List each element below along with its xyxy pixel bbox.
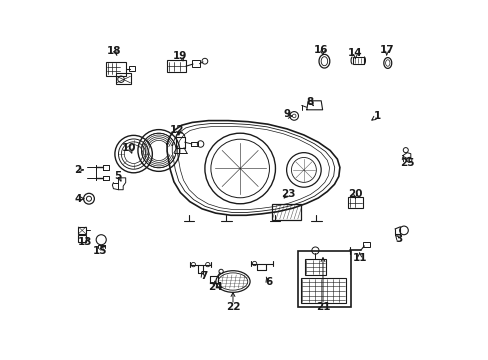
Bar	[129, 66, 134, 71]
Text: 18: 18	[107, 46, 121, 56]
Bar	[167, 60, 185, 72]
Text: 2: 2	[74, 165, 81, 175]
Bar	[271, 204, 301, 220]
Text: 3: 3	[395, 234, 402, 244]
Text: 8: 8	[306, 96, 313, 107]
Text: 4: 4	[74, 194, 81, 204]
Text: 13: 13	[78, 237, 92, 247]
Text: 22: 22	[225, 302, 240, 312]
Text: 19: 19	[173, 51, 187, 61]
Bar	[347, 197, 362, 208]
Text: 24: 24	[207, 282, 222, 292]
Text: 14: 14	[347, 48, 362, 58]
Text: 20: 20	[347, 189, 362, 199]
Text: 10: 10	[121, 143, 136, 153]
Bar	[116, 73, 131, 84]
Bar	[191, 60, 199, 67]
Text: 5: 5	[114, 171, 121, 181]
Bar	[209, 276, 218, 283]
Bar	[352, 57, 363, 64]
Text: 21: 21	[315, 302, 329, 312]
Bar	[297, 251, 350, 307]
Text: 6: 6	[265, 276, 272, 287]
Text: 1: 1	[373, 111, 380, 121]
Text: 17: 17	[379, 45, 393, 55]
Bar	[106, 62, 125, 76]
Bar	[363, 242, 370, 247]
Bar	[78, 227, 86, 234]
Text: 16: 16	[313, 45, 327, 55]
Text: 7: 7	[200, 271, 207, 282]
Bar	[301, 278, 346, 303]
Text: 23: 23	[281, 189, 295, 199]
Text: 25: 25	[399, 158, 414, 168]
Text: 11: 11	[352, 253, 366, 264]
Text: 12: 12	[169, 125, 183, 135]
Text: 15: 15	[92, 246, 107, 256]
Bar	[305, 259, 325, 275]
Text: 9: 9	[283, 109, 290, 120]
Bar	[78, 235, 86, 242]
